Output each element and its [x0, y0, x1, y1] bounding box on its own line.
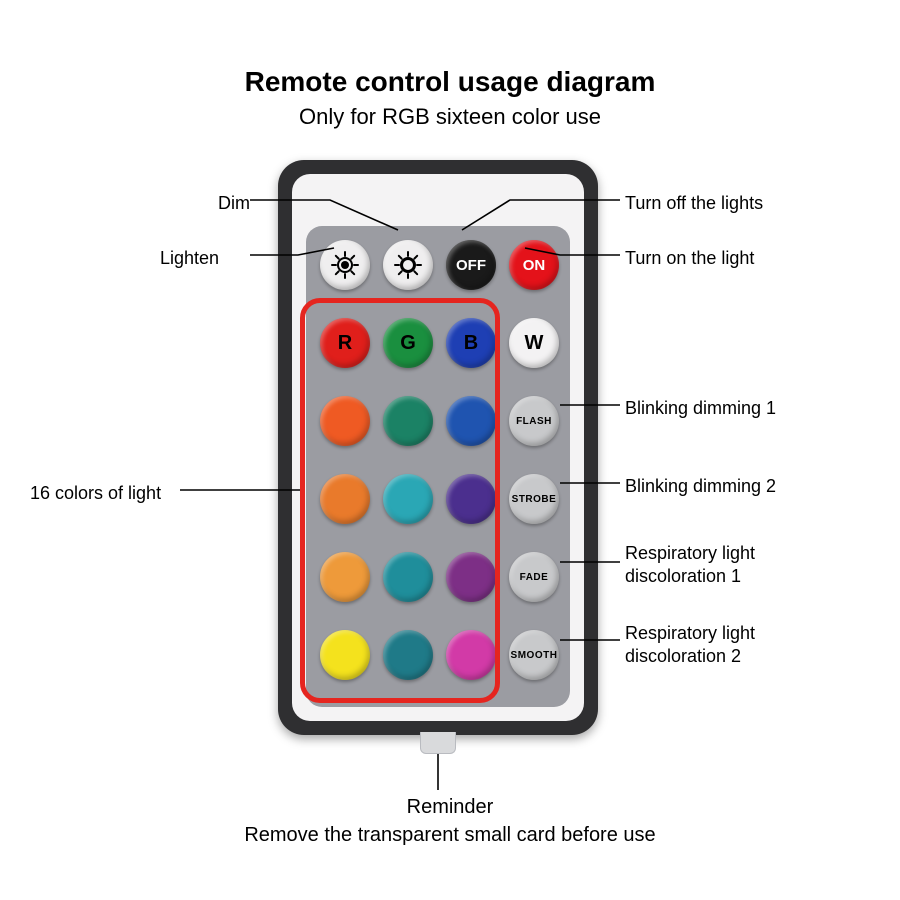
label-off: Turn off the lights — [625, 192, 763, 215]
battery-tab — [420, 732, 456, 754]
page-title: Remote control usage diagram — [0, 66, 900, 98]
off-button[interactable]: OFF — [446, 240, 496, 290]
page-subtitle: Only for RGB sixteen color use — [0, 104, 900, 130]
label-dim: Dim — [0, 192, 250, 215]
label-flash: Blinking dimming 1 — [625, 397, 776, 420]
on-button[interactable]: ON — [509, 240, 559, 290]
flash-button[interactable]: FLASH — [509, 396, 559, 446]
reminder-text: Remove the transparent small card before… — [0, 824, 900, 847]
lighten-button[interactable] — [320, 240, 370, 290]
label-lighten: Lighten — [0, 247, 219, 270]
label-on: Turn on the light — [625, 247, 754, 270]
strobe-button[interactable]: STROBE — [509, 474, 559, 524]
w-button[interactable]: W — [509, 318, 559, 368]
reminder-title: Reminder — [0, 796, 900, 819]
label-smooth: Respiratory lightdiscoloration 2 — [625, 622, 755, 667]
label-strobe: Blinking dimming 2 — [625, 475, 776, 498]
fade-button[interactable]: FADE — [509, 552, 559, 602]
label-sixteen: 16 colors of light — [30, 482, 161, 505]
smooth-button[interactable]: SMOOTH — [509, 630, 559, 680]
label-fade: Respiratory lightdiscoloration 1 — [625, 542, 755, 587]
color-grid-highlight — [300, 298, 500, 703]
dim-button[interactable] — [383, 240, 433, 290]
